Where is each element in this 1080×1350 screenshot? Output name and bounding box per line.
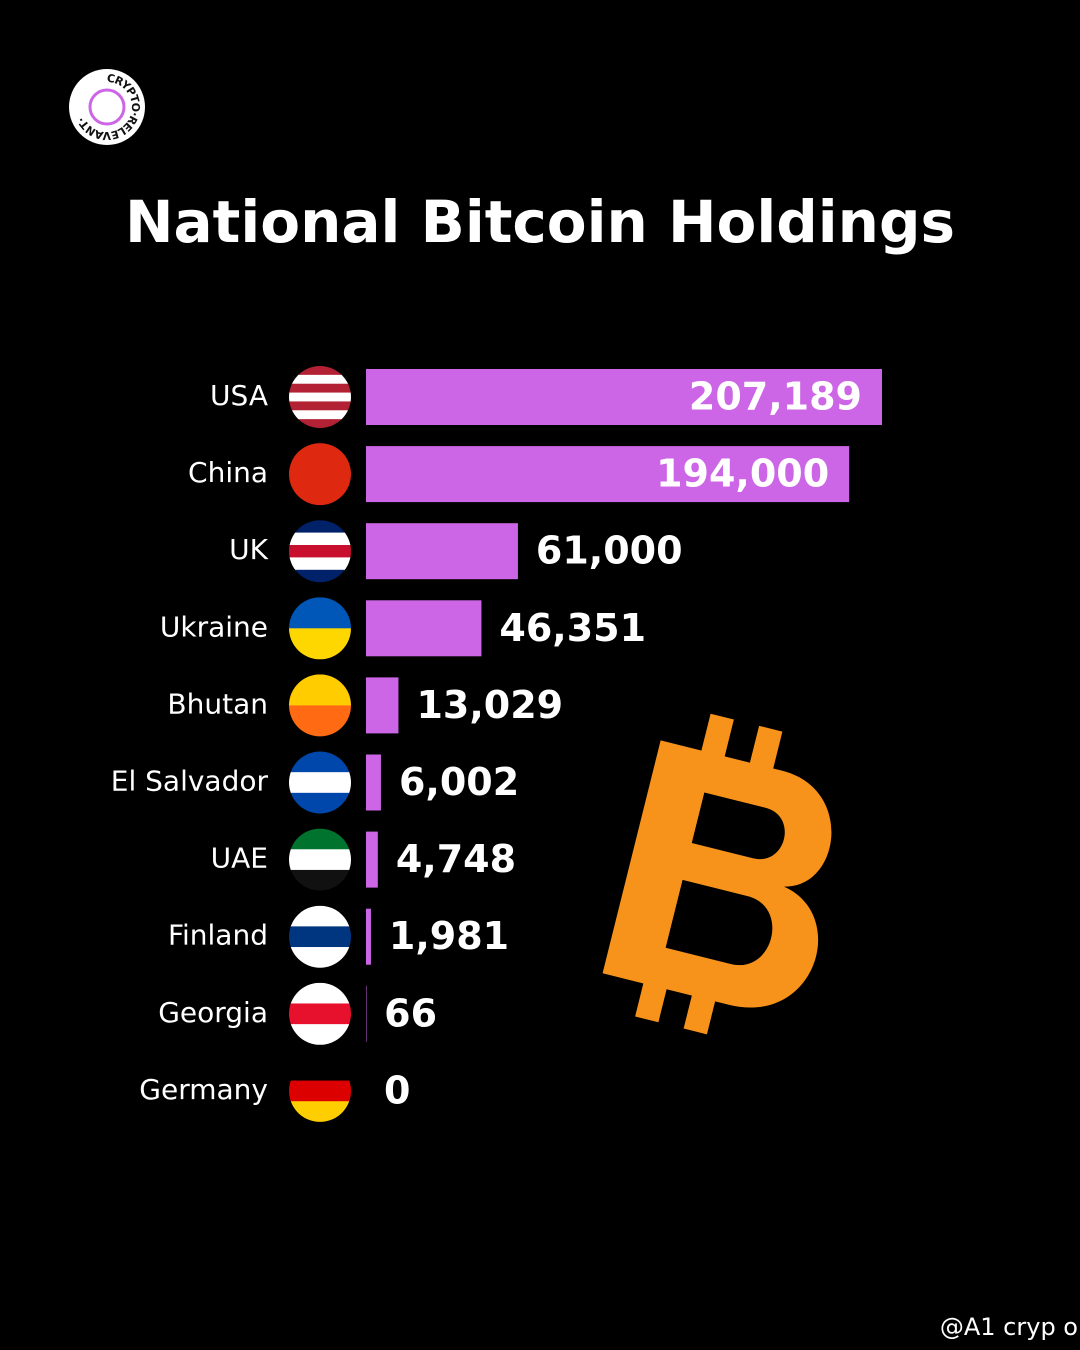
category-label: Ukraine	[160, 610, 268, 643]
flag	[289, 366, 351, 428]
value-label: 4,748	[396, 837, 516, 881]
value-label: 61,000	[536, 529, 683, 573]
bar	[366, 831, 378, 888]
bar	[366, 908, 371, 965]
bar	[366, 985, 367, 1042]
flag-stripe	[289, 410, 351, 420]
flag	[289, 674, 351, 737]
flag-stripe	[289, 947, 351, 968]
category-label: UAE	[211, 842, 268, 875]
flag-stripe	[289, 557, 351, 571]
flag	[289, 982, 351, 1045]
flag	[289, 520, 351, 583]
flag	[289, 597, 351, 660]
flag-stripe	[289, 1024, 351, 1045]
bitcoin-prong	[699, 713, 734, 763]
chart-title: National Bitcoin Holdings	[125, 188, 955, 256]
flag	[289, 751, 351, 814]
flag-stripe	[289, 443, 351, 506]
flag-stripe	[289, 869, 351, 891]
flag-stripe	[289, 401, 351, 411]
bitcoin-b	[602, 740, 832, 1008]
category-label: USA	[210, 379, 268, 412]
value-label: 194,000	[656, 452, 829, 496]
flag-stripe	[289, 1059, 351, 1082]
bar	[366, 600, 482, 657]
flag	[289, 828, 351, 891]
value-label: 1,981	[389, 914, 509, 958]
flag-stripe	[289, 392, 351, 402]
category-label: Finland	[168, 919, 268, 952]
category-label: China	[188, 456, 268, 489]
flag-stripe	[289, 419, 351, 428]
value-label: 66	[384, 991, 437, 1035]
flag-stripe	[289, 982, 351, 1004]
flag-stripe	[289, 1003, 351, 1025]
flag-stripe	[289, 751, 351, 773]
value-label: 46,351	[499, 606, 646, 650]
bitcoin-prong	[748, 725, 783, 775]
watermark: @A1 cryp o	[940, 1313, 1078, 1341]
flag-stripe	[289, 926, 351, 948]
flag	[289, 443, 351, 506]
category-label: Germany	[139, 1073, 268, 1106]
flag	[289, 1059, 351, 1122]
category-label: Georgia	[158, 996, 268, 1029]
bar	[366, 677, 399, 734]
value-label: 13,029	[416, 683, 563, 727]
flag-stripe	[289, 545, 351, 558]
value-label: 0	[384, 1068, 410, 1112]
flag-stripe	[289, 366, 351, 376]
value-label: 6,002	[399, 760, 519, 804]
logo-inner	[88, 88, 126, 126]
bitcoin-logo	[602, 713, 832, 1035]
flag-stripe	[289, 905, 351, 927]
category-label: El Salvador	[111, 765, 269, 798]
logo: CRYPTO·RELEVANT·	[69, 69, 145, 145]
flag-stripe	[289, 828, 351, 850]
bar	[366, 754, 381, 811]
flag-stripe	[289, 772, 351, 794]
flag-stripe	[289, 383, 351, 394]
bar	[366, 369, 882, 425]
bar	[366, 523, 518, 580]
flag	[289, 905, 351, 968]
value-label: 207,189	[689, 375, 862, 419]
bar	[366, 446, 850, 503]
flag-stripe	[289, 792, 351, 814]
flag-stripe	[289, 374, 351, 385]
category-label: Bhutan	[167, 687, 268, 720]
flag-stripe	[289, 532, 351, 546]
flag-stripe	[289, 1080, 351, 1102]
flag-stripe	[289, 849, 351, 871]
category-label: UK	[229, 533, 268, 566]
flag-stripe	[289, 1101, 351, 1122]
